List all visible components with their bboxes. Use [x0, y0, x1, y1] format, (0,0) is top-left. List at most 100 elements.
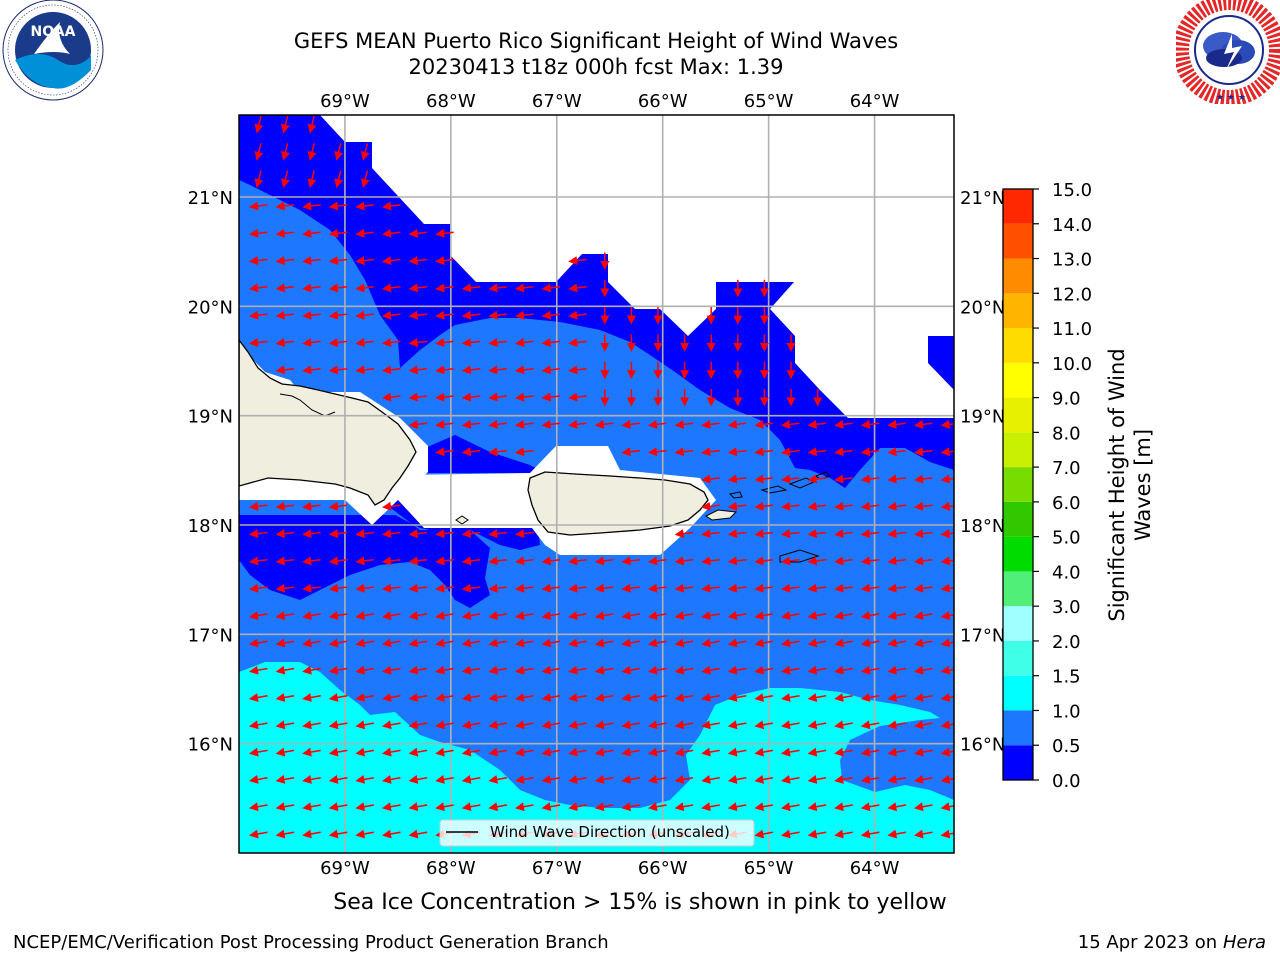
wind-wave-vector [754, 802, 774, 812]
colorbar-label-line1: Significant Height of Wind [1105, 348, 1129, 621]
wind-wave-vector [488, 747, 508, 757]
wind-wave-vector [275, 583, 295, 593]
wind-wave-vector [648, 447, 667, 457]
wind-wave-vector [515, 774, 534, 784]
wind-wave-vector [754, 829, 774, 839]
wind-wave-vector [461, 638, 481, 648]
wind-wave-vector [807, 474, 827, 484]
wind-wave-vector [887, 693, 907, 702]
wind-wave-vector [887, 447, 906, 457]
wind-wave-vector [940, 693, 954, 702]
wind-wave-vector [541, 283, 561, 293]
wind-wave-vector [302, 201, 321, 211]
wind-wave-vector [515, 447, 534, 457]
wind-wave-vector [249, 556, 268, 566]
wind-wave-vector [807, 774, 827, 784]
wind-wave-vector [621, 556, 640, 566]
lat-tick-label: 20°N [960, 297, 1005, 318]
wind-wave-vector [754, 720, 774, 730]
wind-wave-vector [887, 583, 906, 593]
wind-wave-vector [355, 829, 375, 839]
wind-wave-vector [621, 583, 640, 593]
wind-wave-vector [860, 419, 880, 429]
colorbar-segment [1003, 397, 1033, 433]
colorbar-segment [1003, 258, 1033, 294]
wind-wave-vector [328, 720, 348, 730]
lat-tick-label: 21°N [188, 188, 233, 209]
wind-wave-vector [914, 638, 933, 648]
wind-wave-vector [275, 665, 295, 675]
wind-wave-vector [834, 611, 853, 621]
lon-tick-label: 68°W [426, 91, 476, 112]
wind-wave-vector [461, 665, 481, 675]
wind-wave-vector [515, 583, 534, 593]
wind-wave-vector [435, 419, 454, 429]
wind-wave-vector [435, 747, 454, 757]
colorbar-segment [1003, 467, 1033, 502]
wind-wave-vector [382, 392, 401, 402]
wind-wave-vector [382, 501, 401, 511]
wind-wave-vector [701, 747, 720, 757]
wind-wave-vector [781, 693, 800, 702]
colorbar-tick-label: 1.0 [1052, 701, 1081, 722]
wind-wave-vector [302, 365, 321, 375]
wind-wave-vector [461, 693, 481, 702]
wind-wave-vector [275, 338, 295, 347]
noaa-logo-text: NOAA [31, 24, 76, 40]
wind-wave-vector [940, 419, 954, 429]
wind-wave-vector [940, 774, 954, 784]
wind-wave-vector [541, 392, 561, 402]
wind-wave-vector [701, 447, 720, 457]
wind-wave-vector [382, 201, 401, 211]
colorbar-segment [1003, 501, 1033, 537]
wind-wave-vector [515, 338, 534, 347]
wind-wave-vector [281, 115, 290, 134]
wind-wave-vector [355, 201, 374, 211]
wind-wave-vector [435, 802, 454, 812]
wind-wave-vector [408, 693, 428, 702]
wind-wave-vector [674, 447, 694, 457]
wind-wave-vector [594, 638, 614, 648]
wind-wave-vector [594, 583, 614, 593]
wind-wave-vector [435, 228, 454, 238]
wave-band-0-0-0-5-mona [425, 435, 545, 473]
wind-wave-vector [834, 556, 853, 566]
wind-wave-vector [648, 583, 667, 593]
wind-wave-vector [674, 774, 694, 784]
wind-wave-vector [515, 529, 534, 539]
wind-wave-vector [701, 802, 720, 812]
colorbar-segment [1003, 640, 1033, 676]
wind-wave-vector [727, 720, 747, 730]
wind-wave-vector [594, 720, 614, 730]
wind-wave-vector [701, 693, 720, 702]
wind-wave-vector [621, 747, 641, 757]
wind-wave-vector [488, 283, 507, 293]
wind-wave-vector [382, 256, 401, 266]
wind-wave-vector [887, 501, 906, 511]
wind-wave-vector [461, 747, 481, 757]
wind-wave-vector [249, 747, 268, 757]
wind-wave-vector [648, 665, 667, 675]
colorbar-segment [1003, 745, 1033, 780]
wind-wave-vector [355, 338, 374, 347]
wind-wave-vector [302, 638, 321, 648]
wind-wave-vector [328, 693, 348, 702]
wind-wave-vector [648, 802, 667, 812]
wind-wave-vector [807, 665, 827, 675]
wind-wave-vector [594, 802, 614, 812]
wind-wave-vector [568, 583, 587, 593]
wind-wave-vector [515, 693, 534, 702]
wind-wave-vector [408, 665, 428, 675]
wind-wave-vector [541, 665, 561, 675]
colorbar-segment [1003, 606, 1033, 641]
wind-wave-vector [249, 228, 268, 238]
wind-wave-vector [355, 310, 374, 320]
wind-wave-vector [302, 720, 321, 730]
wind-wave-vector [754, 583, 773, 593]
wind-wave-vector [781, 419, 800, 429]
wind-wave-vector [940, 529, 954, 539]
lon-tick-label: 69°W [320, 91, 370, 112]
wind-wave-vector [807, 802, 827, 812]
wind-wave-vector [834, 638, 853, 648]
wind-wave-vector [754, 611, 774, 621]
